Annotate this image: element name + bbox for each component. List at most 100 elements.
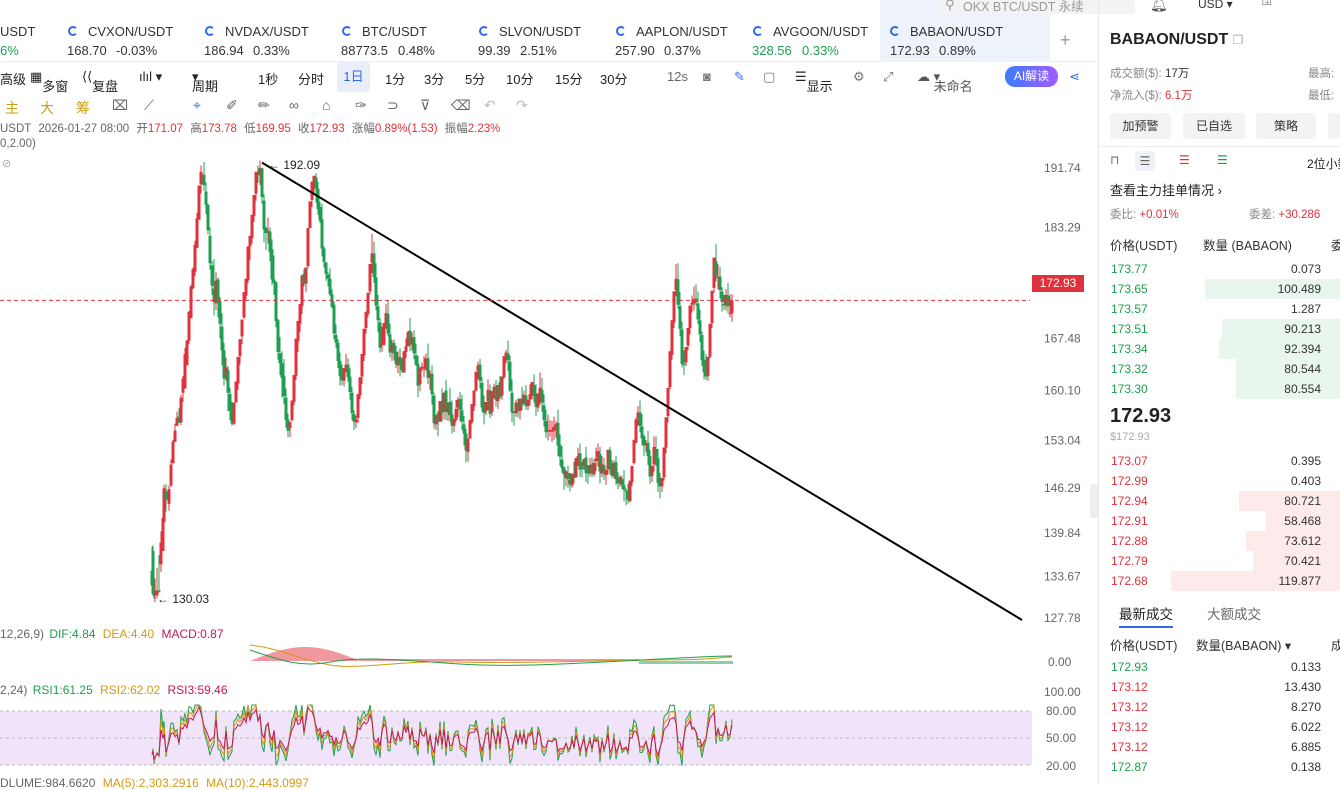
- tab-btc[interactable]: BTC/USDT 88773.5 0.48%: [332, 0, 467, 62]
- tab-nvdax[interactable]: NVDAX/USDT 186.94 0.33%: [195, 0, 330, 62]
- text-icon[interactable]: ✑: [355, 97, 367, 113]
- strategy-button[interactable]: 策略: [1256, 113, 1316, 139]
- candle-body: [185, 340, 189, 366]
- depth-bar: [1235, 359, 1340, 379]
- orderbook-row[interactable]: 172.79 70.421: [1111, 551, 1340, 571]
- replay-button[interactable]: ⟨⟨ 复盘: [82, 69, 119, 94]
- tf-10m[interactable]: 10分: [506, 72, 534, 87]
- chips-button[interactable]: 筹: [76, 100, 90, 116]
- undo-icon[interactable]: ↶: [484, 97, 496, 113]
- tab-slvon[interactable]: SLVON/USDT 99.39 2.51%: [469, 0, 604, 62]
- cursor-icon[interactable]: ⌖: [193, 97, 201, 113]
- multi-window-button[interactable]: ▦ 多窗: [30, 69, 69, 94]
- tf-1s[interactable]: 1秒: [258, 72, 279, 87]
- magnet-icon[interactable]: ⊃: [387, 97, 399, 113]
- orderbook-row[interactable]: 173.32 80.544: [1111, 359, 1340, 379]
- orderbook-row[interactable]: 173.77 0.073: [1111, 259, 1340, 279]
- panel-collapse-handle[interactable]: [1090, 484, 1098, 518]
- candle-body: [546, 430, 550, 432]
- copy-icon[interactable]: ❐: [1232, 33, 1244, 47]
- measure-icon[interactable]: ⟋: [144, 97, 154, 113]
- tf-1m[interactable]: 1分: [385, 72, 406, 87]
- orderbook-row[interactable]: 173.07 0.395: [1111, 451, 1340, 471]
- search-input[interactable]: OKX BTC/USDT 永续: [963, 0, 1084, 14]
- search-bar[interactable]: ⚲ OKX BTC/USDT 永续: [935, 0, 1135, 14]
- rsi-pane: [0, 703, 1032, 767]
- camera-icon[interactable]: ◙: [703, 69, 711, 84]
- comment-icon[interactable]: ▢: [763, 69, 776, 84]
- bell-icon[interactable]: 🔔︎: [1150, 0, 1168, 12]
- advanced-button[interactable]: 高级: [0, 72, 27, 87]
- candles-group: [150, 160, 734, 603]
- candle-body: [308, 201, 312, 229]
- orderbook-row[interactable]: 172.99 0.403: [1111, 471, 1340, 491]
- brush-icon[interactable]: ✏: [258, 97, 270, 113]
- settings-icon[interactable]: ⚙: [853, 69, 865, 84]
- trash-icon[interactable]: ⌫: [451, 97, 471, 113]
- ob-price: 173.32: [1111, 362, 1148, 376]
- main-indicator-button[interactable]: 主: [5, 100, 19, 116]
- tab-usdt[interactable]: USDT 6%: [0, 0, 60, 62]
- orderbook-row[interactable]: 172.94 80.721: [1111, 491, 1340, 511]
- tab-cvxon[interactable]: CVXON/USDT 168.70 -0.03%: [58, 0, 193, 62]
- more-button[interactable]: [1328, 113, 1340, 139]
- tf-30m[interactable]: 30分: [600, 72, 628, 87]
- macd-params: 12,26,9): [0, 627, 45, 641]
- orderbook-row[interactable]: 173.34 92.394: [1111, 339, 1340, 359]
- display-button[interactable]: ☰ 显示: [795, 69, 833, 94]
- orderbook-row[interactable]: 172.88 73.612: [1111, 531, 1340, 551]
- redo-icon[interactable]: ↷: [516, 97, 528, 113]
- lock-icon[interactable]: ⌂: [322, 97, 331, 113]
- precision-select[interactable]: 2位小数: [1307, 157, 1340, 171]
- ruler-icon[interactable]: ✐: [226, 97, 238, 113]
- orderbook-asks-icon[interactable]: ☰: [1179, 153, 1190, 167]
- orderbook-bids-icon[interactable]: ☰: [1217, 153, 1228, 167]
- countdown-12s[interactable]: 12s: [667, 69, 688, 84]
- candlestick-chart[interactable]: 191.74183.29175.21167.48160.10153.04146.…: [0, 0, 1095, 784]
- comment-icon[interactable]: ⊓: [1110, 153, 1120, 167]
- orderbook-row[interactable]: 173.30 80.554: [1111, 379, 1340, 399]
- orderbook-both-icon[interactable]: ☰: [1135, 151, 1155, 171]
- big-order-button[interactable]: 大: [40, 100, 54, 116]
- tf-5m[interactable]: 5分: [465, 72, 486, 87]
- tab-aaplon[interactable]: AAPLON/USDT 257.90 0.37%: [606, 0, 741, 62]
- candle-body: [596, 451, 600, 458]
- pencil-icon[interactable]: ✎: [734, 69, 745, 84]
- big-trades-tab[interactable]: 大额成交: [1207, 607, 1261, 622]
- add-tab-icon[interactable]: +: [1060, 30, 1071, 50]
- tr-header-qty[interactable]: 数量(BABAON) ▾: [1196, 639, 1292, 653]
- candle-body: [632, 439, 636, 464]
- candle-body: [524, 395, 528, 407]
- candle-body: [696, 303, 700, 320]
- chart-type-button[interactable]: ılıl ▾: [139, 69, 163, 84]
- orderbook-row[interactable]: 173.51 90.213: [1111, 319, 1340, 339]
- add-alert-button[interactable]: 加预警: [1110, 113, 1171, 139]
- period-button[interactable]: 周期 ▾: [192, 69, 219, 94]
- orderbook-row[interactable]: 173.65 100.489: [1111, 279, 1340, 299]
- tf-1d[interactable]: 1日: [337, 62, 370, 92]
- tf-3m[interactable]: 3分: [424, 72, 445, 87]
- depth-link[interactable]: 查看主力挂单情况 ›: [1110, 183, 1222, 198]
- filter-icon[interactable]: ⊽: [420, 97, 431, 113]
- rsi-tick: 80.00: [1046, 704, 1077, 718]
- tf-timeshare[interactable]: 分时: [298, 72, 325, 87]
- ai-analysis-button[interactable]: AI解读: [1005, 66, 1058, 87]
- pattern-icon[interactable]: ∞: [289, 97, 299, 113]
- orderbook-row[interactable]: 173.57 1.287: [1111, 299, 1340, 319]
- download-icon[interactable]: ⍗: [1262, 0, 1272, 9]
- tab-avgoon[interactable]: AVGOON/USDT 328.56 0.33%: [743, 0, 878, 62]
- orderbook-row[interactable]: 172.91 58.468: [1111, 511, 1340, 531]
- draw-tool-icon[interactable]: ⌧: [112, 97, 129, 113]
- eye-icon[interactable]: ⊘: [2, 158, 12, 170]
- fullscreen-icon[interactable]: ⤢: [883, 69, 894, 84]
- layout-select[interactable]: ☁ 未命名 ▾: [917, 69, 973, 94]
- tf-15m[interactable]: 15分: [555, 72, 583, 87]
- candle-body: [342, 368, 346, 381]
- latest-trades-tab[interactable]: 最新成交: [1119, 607, 1173, 622]
- inflow-label: 净流入($):: [1110, 90, 1162, 102]
- watchlist-button[interactable]: 已自选: [1183, 113, 1245, 139]
- candle-body: [266, 230, 270, 233]
- orderbook-row[interactable]: 172.68 119.877: [1111, 571, 1340, 591]
- currency-select[interactable]: USD ▾: [1198, 0, 1233, 11]
- share-icon[interactable]: ⋖: [1069, 69, 1080, 84]
